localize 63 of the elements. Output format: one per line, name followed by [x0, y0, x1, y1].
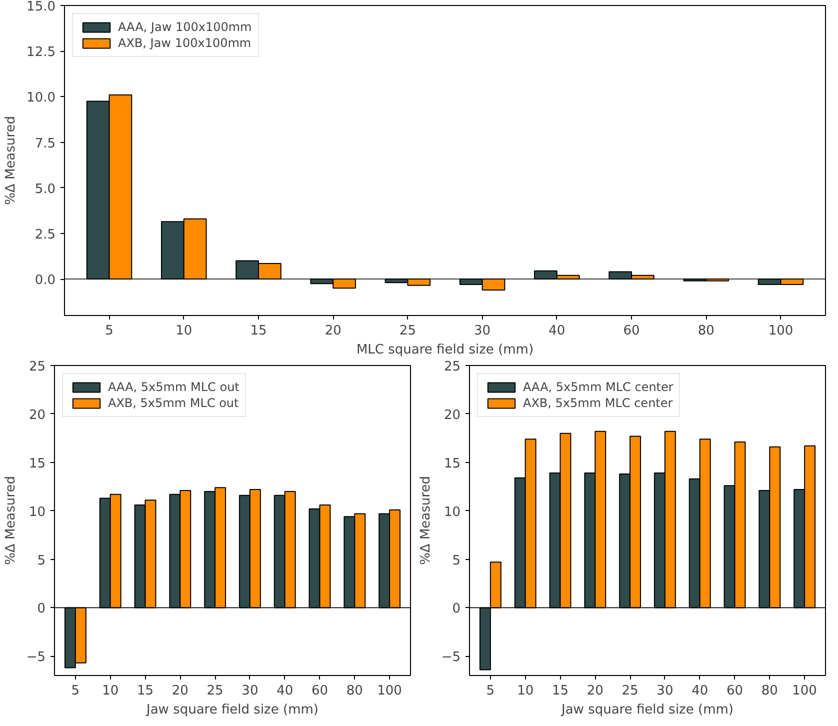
legend-label: AXB, 5x5mm MLC out: [108, 396, 239, 410]
x-tick-label: 25: [399, 324, 416, 338]
x-tick-label: 60: [311, 684, 328, 698]
y-tick-label: 20: [28, 408, 46, 423]
x-tick-label: 15: [250, 324, 267, 338]
x-tick-label: 40: [548, 324, 566, 338]
x-tick-label: 5: [105, 324, 114, 338]
y-tick-label: 7.5: [34, 136, 56, 152]
y-axis-title: %Δ Measured: [4, 116, 19, 205]
legend-label: AXB, Jaw 100x100mm: [118, 36, 252, 50]
x-tick-label: 10: [102, 684, 119, 698]
y-tick-label: 0: [37, 602, 46, 617]
y-tick-label: 15.0: [26, 0, 56, 14]
y-tick-label: 5.0: [34, 182, 56, 197]
y-tick-label: −5: [26, 650, 46, 666]
x-tick-label: 30: [474, 324, 491, 338]
y-tick-label: 10: [444, 504, 461, 520]
legend-label: AAA, 5x5mm MLC center: [523, 380, 674, 394]
y-tick-label: 20: [444, 408, 461, 423]
x-tick-label: 20: [172, 684, 188, 698]
y-tick-label: 15: [444, 456, 461, 472]
x-tick-label: 15: [136, 684, 154, 698]
x-tick-label: 25: [206, 684, 224, 698]
x-tick-label: 20: [586, 684, 604, 698]
x-tick-label: 15: [552, 684, 569, 698]
y-tick-label: 2.5: [34, 227, 56, 242]
x-axis-title: Jaw square field size (mm): [560, 702, 734, 718]
x-axis-title: Jaw square field size (mm): [146, 702, 318, 718]
x-tick-label: 40: [692, 684, 708, 698]
y-axis-title: %Δ Measured: [418, 476, 434, 565]
y-tick-label: 12.5: [26, 45, 56, 60]
x-tick-label: 5: [486, 684, 495, 698]
y-tick-label: 0.0: [34, 273, 56, 288]
x-tick-label: 30: [242, 684, 258, 698]
legend-label: AAA, Jaw 100x100mm: [118, 20, 252, 34]
y-tick-label: −5: [441, 650, 461, 666]
x-tick-label: 10: [517, 684, 534, 698]
x-tick-label: 20: [324, 324, 342, 338]
y-axis-title: %Δ Measured: [3, 476, 18, 565]
x-tick-label: 80: [698, 324, 714, 338]
y-tick-label: 5: [37, 553, 46, 568]
y-tick-label: 0: [452, 602, 461, 617]
x-tick-label: 80: [761, 684, 778, 698]
x-tick-label: 10: [176, 324, 192, 338]
x-axis-title: MLC square field size (mm): [356, 342, 534, 358]
y-tick-label: 25: [28, 360, 46, 374]
x-tick-label: 30: [656, 684, 674, 698]
x-tick-label: 5: [71, 684, 80, 698]
y-tick-label: 10.0: [26, 90, 56, 106]
x-tick-label: 60: [623, 324, 640, 338]
x-tick-label: 100: [768, 324, 794, 338]
x-tick-label: 25: [622, 684, 638, 698]
legend-label: AAA, 5x5mm MLC out: [108, 380, 240, 394]
y-tick-label: 10: [28, 504, 46, 520]
y-tick-label: 25: [444, 360, 461, 374]
x-tick-label: 40: [276, 684, 294, 698]
x-tick-label: 80: [346, 684, 363, 698]
x-tick-label: 60: [726, 684, 744, 698]
legend-label: AXB, 5x5mm MLC center: [523, 396, 673, 410]
x-tick-label: 100: [377, 684, 402, 698]
y-tick-label: 5: [452, 553, 461, 568]
y-tick-label: 15: [28, 456, 46, 472]
x-tick-label: 100: [792, 684, 817, 698]
